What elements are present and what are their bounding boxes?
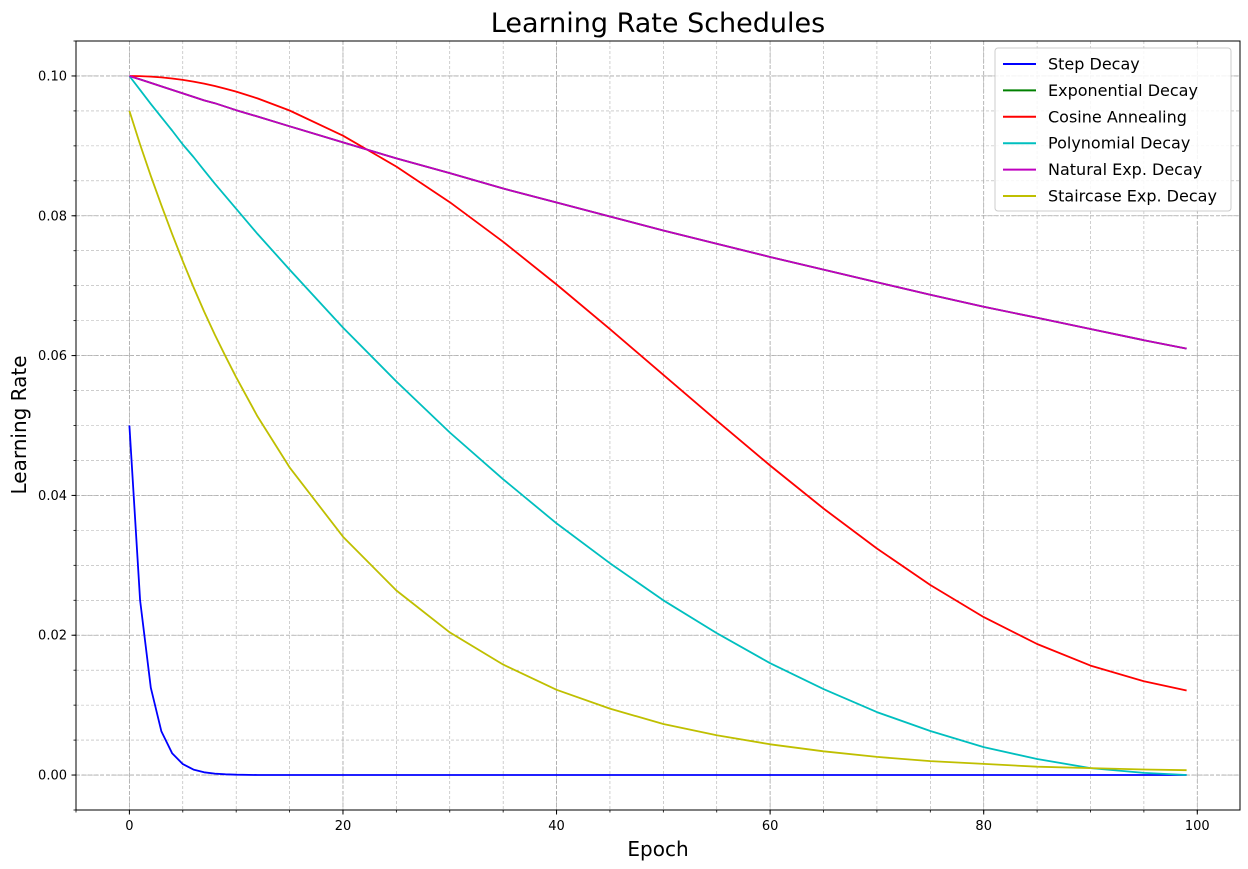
axis-ticks: 0 20 40 60 80 100 0.00 0.02 0.04 0.06 0.08 0.10 bbox=[38, 40, 1210, 834]
series-line-natural-exp-decay bbox=[129, 75, 1187, 350]
y-tick-label: 0.04 bbox=[38, 489, 67, 504]
legend-label-cosine-annealing: Cosine Annealing bbox=[1048, 107, 1187, 126]
series-line-polynomial-decay bbox=[128, 75, 1187, 776]
y-tick-label: 0.00 bbox=[38, 769, 67, 784]
y-tick-label: 0.08 bbox=[38, 209, 67, 224]
y-tick-label: 0.10 bbox=[38, 69, 67, 84]
legend-label-exponential-decay: Exponential Decay bbox=[1048, 81, 1198, 100]
legend-label-natural-exp-decay: Natural Exp. Decay bbox=[1048, 160, 1202, 179]
legend: Step Decay Exponential Decay Cosine Anneal… bbox=[994, 47, 1232, 212]
chart-title: Learning Rate Schedules bbox=[491, 8, 825, 39]
legend-label-staircase-exp-decay: Staircase Exp. Decay bbox=[1048, 187, 1217, 206]
x-axis-label: Epoch bbox=[627, 837, 688, 861]
series-line-cosine-annealing bbox=[129, 75, 1187, 692]
x-tick-label: 20 bbox=[335, 819, 352, 834]
legend-label-step-decay: Step Decay bbox=[1048, 55, 1140, 74]
y-tick-label: 0.02 bbox=[38, 629, 67, 644]
x-tick-label: 0 bbox=[125, 819, 133, 834]
series-line-step-decay bbox=[128, 425, 1187, 776]
y-axis-label: Learning Rate bbox=[7, 355, 31, 494]
series-line-staircase-exp-decay bbox=[128, 110, 1187, 772]
plot-lines bbox=[128, 75, 1187, 776]
grid bbox=[75, 40, 1240, 811]
x-tick-label: 40 bbox=[548, 819, 565, 834]
x-tick-label: 100 bbox=[1185, 819, 1210, 834]
legend-label-polynomial-decay: Polynomial Decay bbox=[1048, 134, 1190, 153]
y-tick-label: 0.06 bbox=[38, 349, 67, 364]
x-tick-label: 80 bbox=[975, 819, 992, 834]
x-tick-label: 60 bbox=[762, 819, 779, 834]
legend-frame bbox=[994, 47, 1232, 212]
